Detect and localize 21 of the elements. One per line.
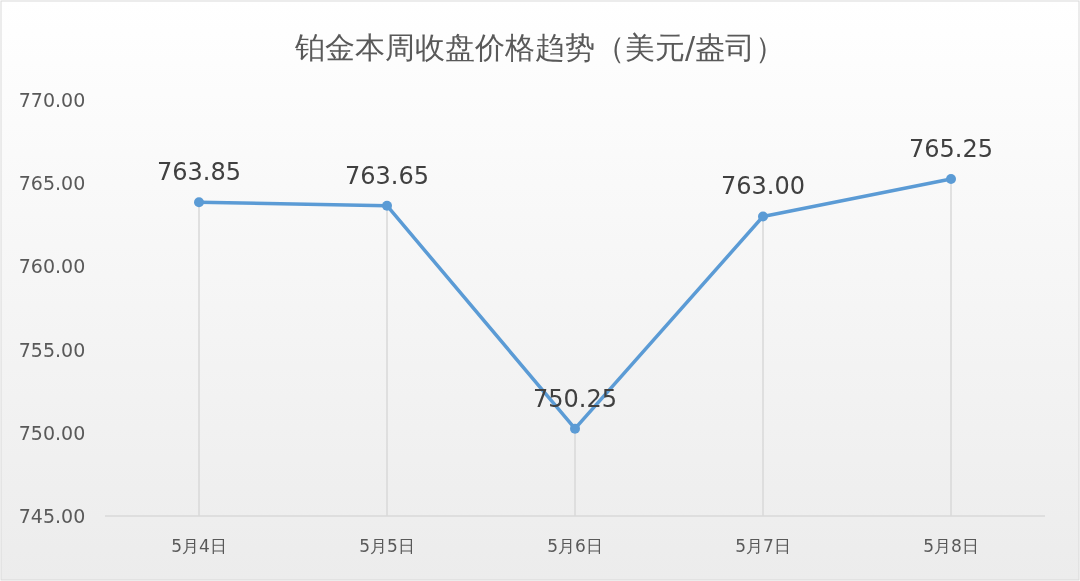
y-tick-label: 765.00 bbox=[18, 172, 86, 195]
y-tick-label: 750.00 bbox=[18, 421, 86, 444]
point bbox=[570, 423, 580, 434]
data-label: 763.85 bbox=[157, 158, 241, 187]
y-tick-label: 770.00 bbox=[18, 89, 86, 111]
data-label: 763.65 bbox=[345, 161, 429, 190]
point bbox=[382, 200, 392, 211]
point bbox=[194, 197, 204, 208]
x-tick-label: 5月4日 bbox=[171, 536, 227, 556]
data-label: 765.25 bbox=[909, 135, 993, 164]
point bbox=[946, 174, 956, 185]
x-tick-label: 5月8日 bbox=[923, 536, 979, 556]
y-tick-label: 745.00 bbox=[18, 505, 86, 527]
y-tick-label: 755.00 bbox=[18, 338, 86, 361]
data-label: 763.00 bbox=[721, 172, 805, 201]
chart-title: 铂金本周收盘价格趋势（美元/盎司） bbox=[293, 30, 786, 65]
x-tick-label: 5月7日 bbox=[735, 536, 791, 556]
point bbox=[758, 211, 768, 222]
x-tick-label: 5月6日 bbox=[547, 536, 603, 556]
x-tick-label: 5月5日 bbox=[359, 536, 415, 556]
y-tick-label: 760.00 bbox=[18, 255, 86, 278]
